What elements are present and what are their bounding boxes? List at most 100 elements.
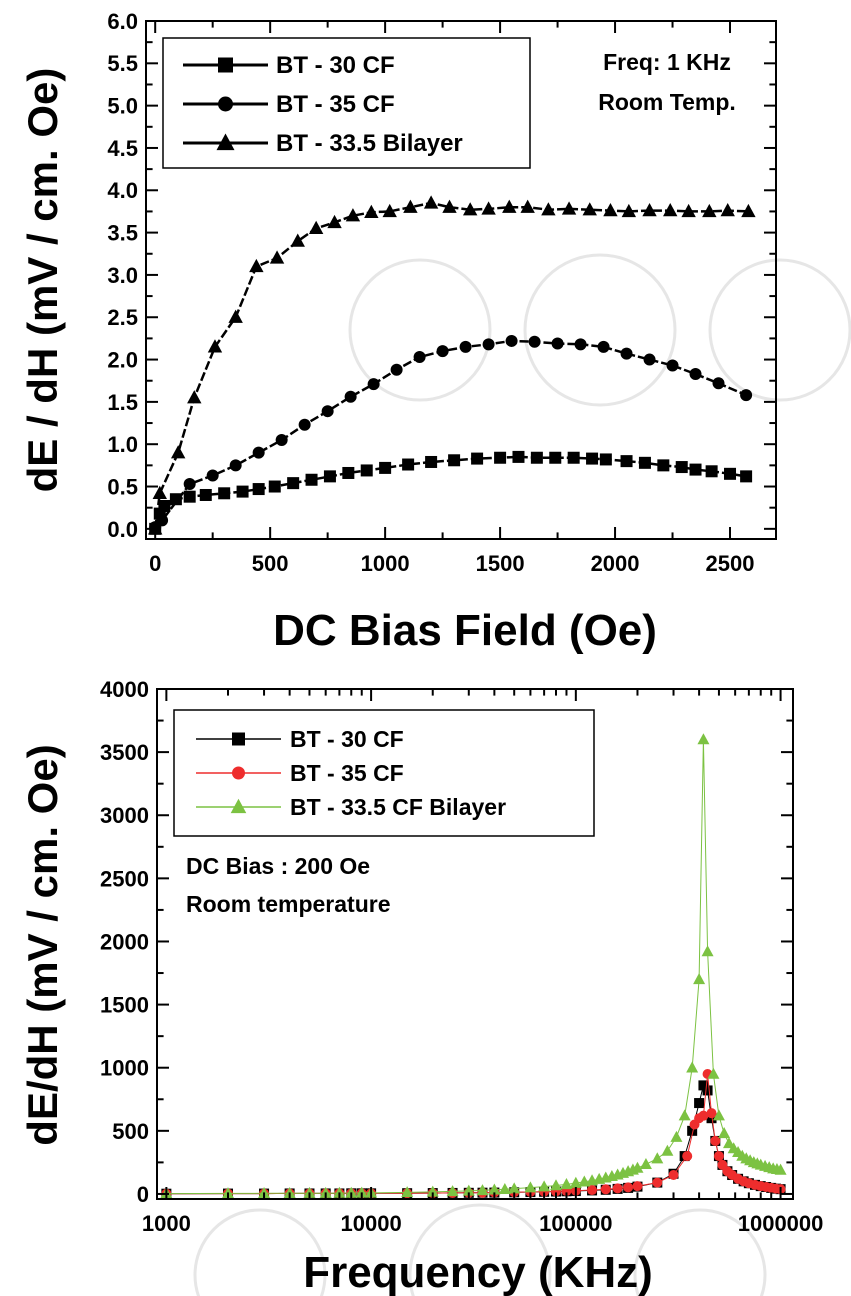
bottom-series-bt-35-cf bbox=[161, 1069, 786, 1199]
bottom-point-bt-30-cf bbox=[706, 1113, 717, 1124]
top-point-bt-33-5-bilayer bbox=[423, 195, 439, 209]
bottom-point-bt-33-5-cf-bilayer bbox=[524, 1181, 537, 1193]
top-point-bt-30-cf bbox=[268, 480, 281, 493]
background-watermark bbox=[193, 253, 851, 1296]
bottom-legend-label-bt30: BT - 30 CF bbox=[290, 726, 404, 752]
bottom-x-tick-label: 1000000 bbox=[738, 1211, 824, 1236]
top-point-bt-30-cf bbox=[342, 466, 355, 479]
top-legend-markers bbox=[183, 57, 268, 151]
top-point-bt-33-5-bilayer bbox=[541, 202, 556, 216]
bottom-legend-marker-bt-30-cf bbox=[232, 732, 245, 746]
bottom-point-bt-33-5-cf-bilayer bbox=[549, 1179, 562, 1191]
top-series-bt-35-cf bbox=[149, 334, 753, 534]
top-point-bt-35-cf bbox=[436, 345, 449, 358]
top-point-bt-35-cf bbox=[183, 477, 196, 490]
bottom-point-bt-33-5-cf-bilayer bbox=[488, 1183, 501, 1195]
top-point-bt-33-5-bilayer bbox=[442, 199, 457, 213]
top-y-tick-label: 4.0 bbox=[107, 178, 138, 203]
bottom-y-tick-label: 2000 bbox=[100, 929, 149, 954]
bottom-point-bt-33-5-cf-bilayer bbox=[538, 1180, 551, 1192]
bottom-point-bt-33-5-cf-bilayer bbox=[426, 1185, 439, 1197]
top-point-bt-30-cf bbox=[323, 470, 336, 483]
bottom-x-tick-label: 10000 bbox=[341, 1211, 402, 1236]
bottom-y-tick-labels: 0 500 1000 1500 2000 2500 3000 3500 4000 bbox=[100, 677, 149, 1207]
top-point-bt-33-5-bilayer bbox=[681, 203, 696, 218]
top-point-bt-30-cf bbox=[360, 464, 373, 477]
top-point-bt-30-cf bbox=[305, 473, 318, 486]
top-point-bt-35-cf bbox=[156, 514, 169, 527]
top-chart-series bbox=[147, 195, 756, 535]
bottom-x-tick-label: 100000 bbox=[539, 1211, 612, 1236]
bottom-y-tick-label: 0 bbox=[137, 1182, 149, 1207]
top-point-bt-33-5-bilayer bbox=[582, 202, 597, 216]
top-axis-ticks bbox=[146, 20, 776, 539]
top-legend-label-bt35: BT - 35 CF bbox=[276, 91, 395, 118]
top-line-bt-33-5-bilayer bbox=[153, 201, 749, 529]
top-legend-label-bt30: BT - 30 CF bbox=[276, 52, 395, 79]
top-point-bt-35-cf bbox=[298, 418, 311, 431]
bottom-point-bt-33-5-cf-bilayer bbox=[697, 733, 710, 745]
bottom-annotation-dc-bias: DC Bias : 200 Oe bbox=[186, 853, 370, 879]
bottom-point-bt-33-5-cf-bilayer bbox=[560, 1178, 573, 1190]
top-legend-marker-bt-30-cf bbox=[218, 57, 233, 73]
top-point-bt-30-cf bbox=[657, 459, 670, 472]
bottom-point-bt-33-5-cf-bilayer bbox=[476, 1184, 489, 1196]
bottom-chart-series bbox=[160, 733, 787, 1199]
bottom-y-tick-label: 3500 bbox=[100, 740, 149, 765]
top-point-bt-33-5-bilayer bbox=[327, 214, 342, 229]
top-point-bt-35-cf bbox=[252, 446, 265, 459]
bottom-point-bt-35-cf bbox=[612, 1183, 623, 1194]
top-point-bt-30-cf bbox=[705, 465, 718, 478]
bottom-point-bt-33-5-cf-bilayer bbox=[701, 945, 714, 957]
bottom-point-bt-35-cf bbox=[632, 1181, 643, 1192]
top-point-bt-30-cf bbox=[620, 455, 633, 468]
top-point-bt-35-cf bbox=[574, 338, 587, 351]
top-point-bt-33-5-bilayer bbox=[642, 203, 657, 217]
top-point-bt-30-cf bbox=[218, 487, 231, 500]
bottom-plot-frame bbox=[156, 688, 794, 1200]
top-legend: BT - 30 CF BT - 35 CF BT - 33.5 Bilayer bbox=[162, 37, 531, 169]
bottom-legend-marker-bt-33-5-cf-bilayer bbox=[230, 798, 247, 814]
top-point-bt-33-5-bilayer bbox=[187, 390, 202, 404]
bottom-point-bt-35-cf bbox=[623, 1182, 634, 1193]
top-x-tick-label: 2500 bbox=[706, 551, 755, 576]
bottom-point-bt-33-5-cf-bilayer bbox=[631, 1161, 644, 1173]
top-point-bt-35-cf bbox=[459, 340, 472, 353]
top-point-bt-30-cf bbox=[567, 451, 580, 464]
bottom-point-bt-33-5-cf-bilayer bbox=[569, 1176, 582, 1188]
top-point-bt-30-cf bbox=[530, 451, 543, 464]
top-point-bt-33-5-bilayer bbox=[561, 201, 577, 215]
top-y-tick-label: 2.0 bbox=[107, 347, 138, 372]
bottom-point-bt-35-cf bbox=[600, 1184, 611, 1195]
bottom-point-bt-33-5-cf-bilayer bbox=[774, 1163, 787, 1175]
top-point-bt-33-5-bilayer bbox=[403, 199, 418, 213]
top-y-axis-title: dE / dH (mV / cm. Oe) bbox=[19, 68, 66, 493]
top-point-bt-35-cf bbox=[712, 377, 725, 390]
bottom-point-bt-33-5-cf-bilayer bbox=[508, 1182, 521, 1194]
top-point-bt-30-cf bbox=[675, 461, 688, 474]
top-point-bt-33-5-bilayer bbox=[382, 203, 397, 218]
top-y-tick-label: 1.0 bbox=[107, 432, 138, 457]
top-x-tick-label: 1000 bbox=[361, 551, 410, 576]
top-point-bt-35-cf bbox=[505, 334, 518, 347]
bottom-point-bt-33-5-cf-bilayer bbox=[693, 973, 706, 985]
top-annotation-temperature: Room Temp. bbox=[598, 89, 736, 115]
bottom-point-bt-33-5-cf-bilayer bbox=[718, 1127, 731, 1139]
top-point-bt-30-cf bbox=[512, 450, 525, 463]
top-point-bt-33-5-bilayer bbox=[481, 201, 496, 215]
top-point-bt-30-cf bbox=[199, 488, 212, 501]
top-point-bt-35-cf bbox=[528, 335, 541, 348]
top-legend-label-bilayer: BT - 33.5 Bilayer bbox=[276, 130, 463, 157]
bottom-point-bt-35-cf bbox=[587, 1185, 598, 1196]
top-point-bt-30-cf bbox=[252, 483, 265, 496]
top-point-bt-33-5-bilayer bbox=[364, 204, 379, 218]
bottom-point-bt-35-cf bbox=[706, 1108, 717, 1119]
top-point-bt-33-5-bilayer bbox=[170, 445, 186, 459]
top-point-bt-33-5-bilayer bbox=[603, 203, 618, 217]
bottom-x-tick-label: 1000 bbox=[142, 1211, 191, 1236]
top-y-tick-label: 3.0 bbox=[107, 263, 138, 288]
top-point-bt-33-5-bilayer bbox=[290, 233, 305, 247]
bottom-y-tick-label: 2500 bbox=[100, 866, 149, 891]
